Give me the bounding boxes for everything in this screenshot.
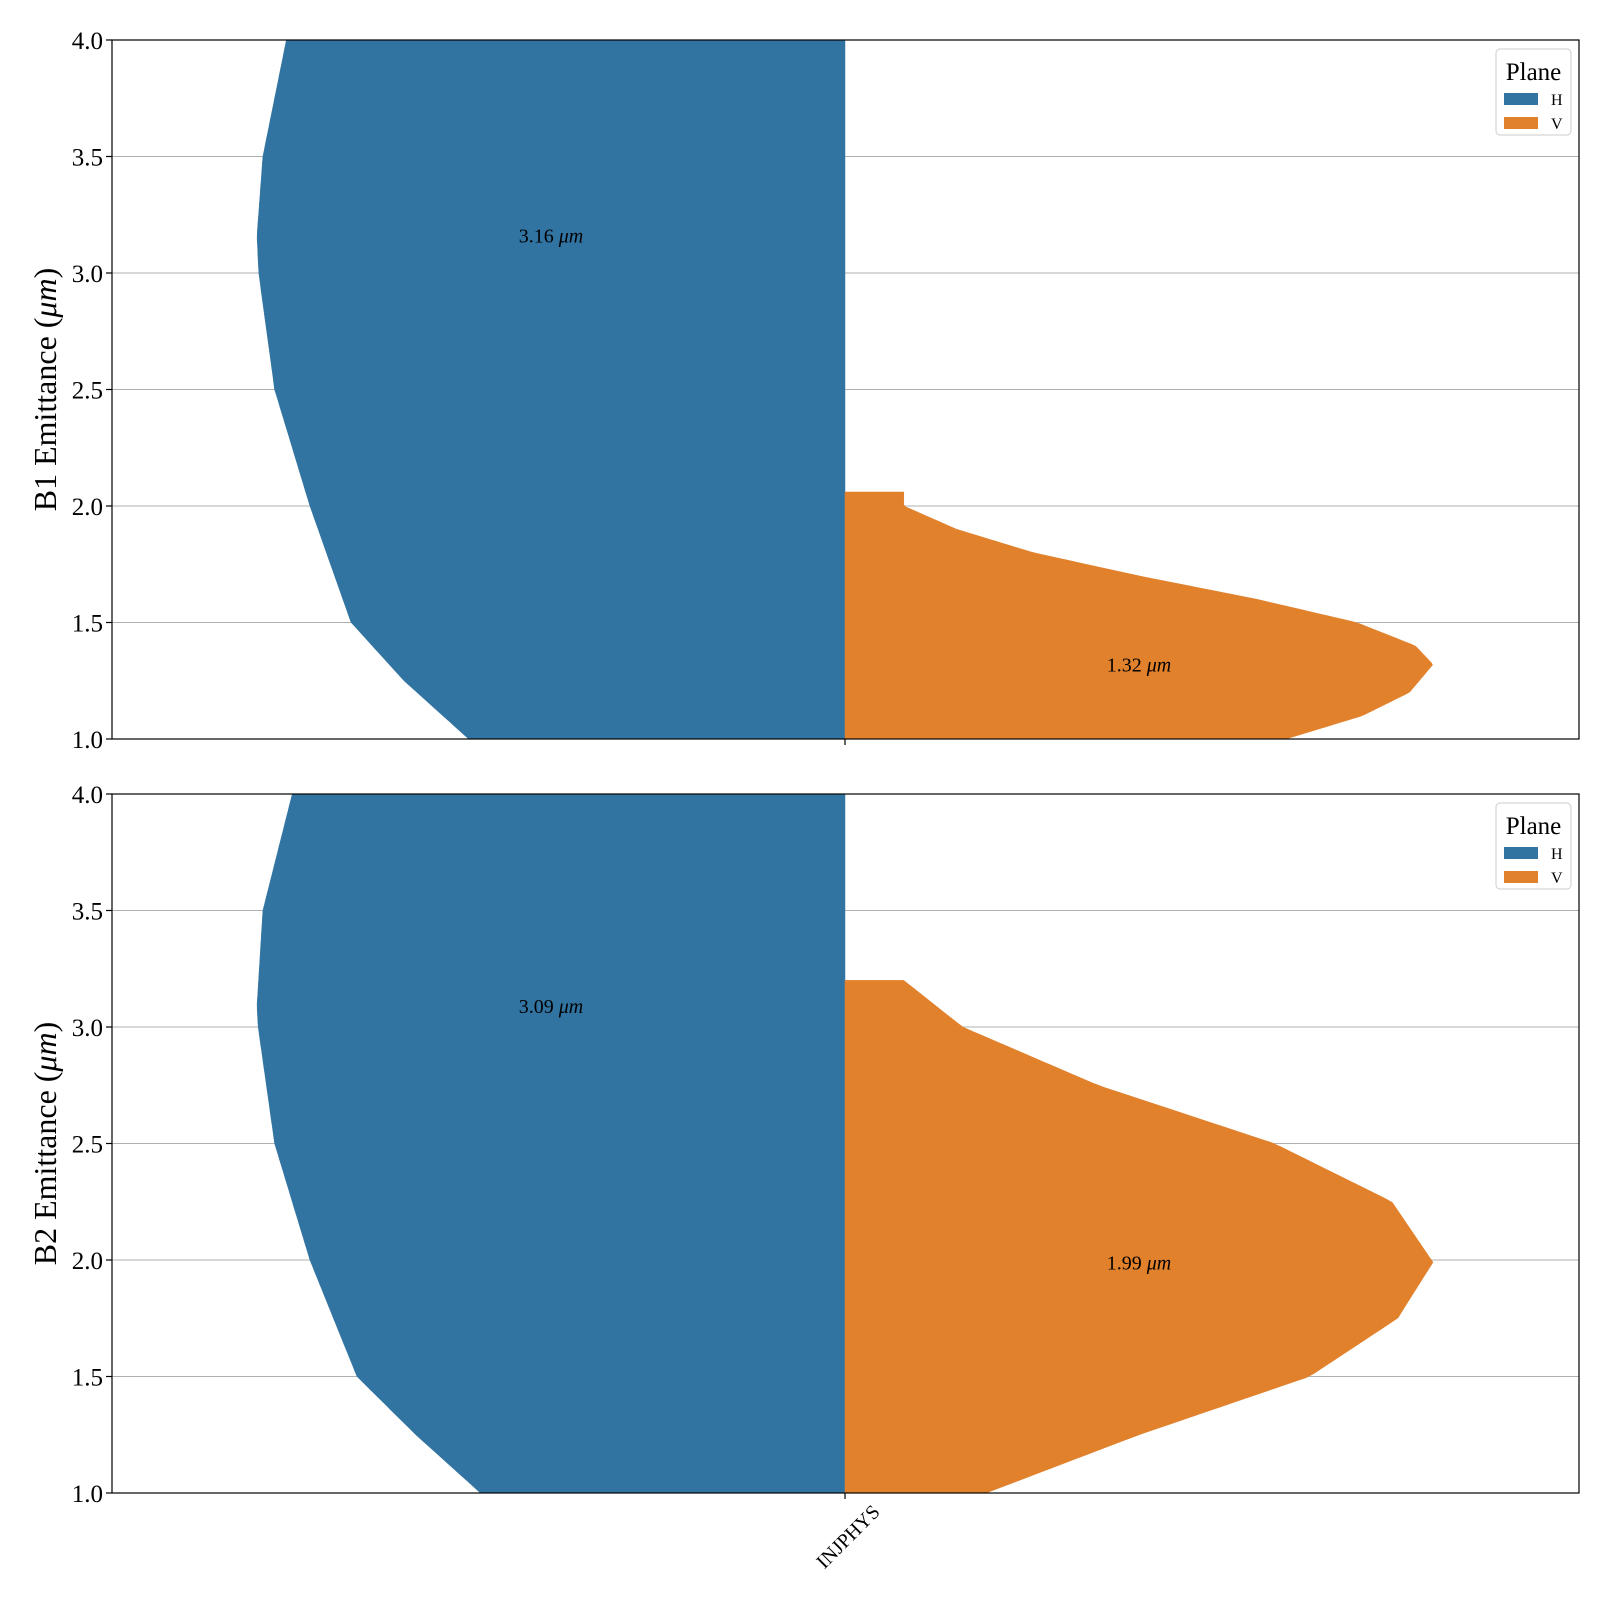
y-tick-label: 1.5 xyxy=(72,611,103,638)
y-axis-label: B1 Emittance (μm) xyxy=(27,268,63,512)
legend-label-h: H xyxy=(1551,92,1563,109)
mean-label-h: 3.16 μm xyxy=(519,226,583,248)
violin-v xyxy=(844,980,1434,1493)
y-tick-label: 3.5 xyxy=(72,899,103,926)
legend-label-v: V xyxy=(1551,870,1563,887)
violin-v xyxy=(844,491,1433,739)
violins xyxy=(256,40,1433,739)
y-axis-label: B2 Emittance (μm) xyxy=(27,1022,63,1266)
y-tick-label: 1.0 xyxy=(72,727,103,754)
x-tick-label: INJPHYS xyxy=(812,1501,884,1573)
y-tick-label: 2.0 xyxy=(72,494,103,521)
panel-2: 3.09 μm 1.99 μm 1.0 1.5 2.0 2.5 3.0 3.5 4.0 B2 Em… xyxy=(27,782,1580,1573)
y-tick-label: 2.5 xyxy=(72,378,103,405)
y-tick-label: 4.0 xyxy=(72,782,103,809)
y-tick-label: 3.5 xyxy=(72,145,103,172)
mean-label-v: 1.99 μm xyxy=(1107,1252,1171,1274)
legend-swatch-h xyxy=(1504,93,1538,105)
y-tick-label: 2.5 xyxy=(72,1132,103,1159)
y-tick-label: 4.0 xyxy=(72,28,103,55)
violin-h xyxy=(256,794,846,1493)
y-tick-label: 1.0 xyxy=(72,1481,103,1508)
legend: Plane HV xyxy=(1495,802,1572,890)
violin-h xyxy=(256,40,846,739)
legend: Plane HV xyxy=(1495,48,1572,136)
y-tick-label: 3.0 xyxy=(72,1015,103,1042)
legend-box xyxy=(1495,48,1572,136)
legend-swatch-h xyxy=(1504,847,1538,859)
y-tick-label: 2.0 xyxy=(72,1248,103,1275)
y-tick-label: 3.0 xyxy=(72,261,103,288)
legend-title: Plane xyxy=(1506,59,1562,86)
y-tick-label: 1.5 xyxy=(72,1365,103,1392)
mean-label-v: 1.32 μm xyxy=(1107,654,1171,676)
panel-1: 3.16 μm 1.32 μm 1.0 1.5 2.0 2.5 3.0 3.5 4.0 B1 Em… xyxy=(27,28,1580,754)
mean-label-h: 3.09 μm xyxy=(519,996,583,1018)
legend-label-h: H xyxy=(1551,846,1563,863)
legend-box xyxy=(1495,802,1572,890)
legend-title: Plane xyxy=(1506,813,1562,840)
legend-swatch-v xyxy=(1504,871,1538,883)
legend-swatch-v xyxy=(1504,117,1538,129)
violins xyxy=(256,794,1434,1493)
legend-label-v: V xyxy=(1551,116,1563,133)
